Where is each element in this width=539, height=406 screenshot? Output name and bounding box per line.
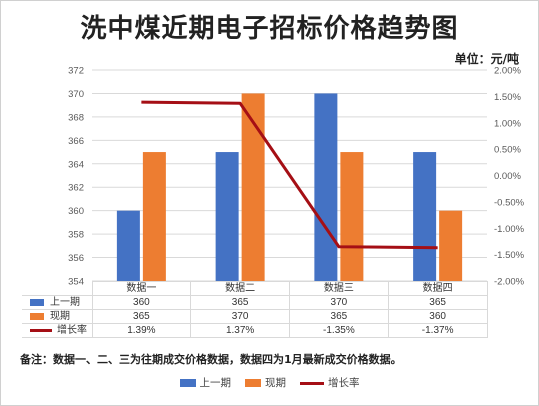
y-tick-label: 366	[68, 136, 84, 147]
table-row: 现期 365 370 365 360	[22, 309, 488, 324]
bar-previous	[413, 152, 437, 281]
legend-label: 上一期	[199, 377, 232, 389]
y-tick-label: 372	[68, 66, 84, 77]
y-tick-label: 358	[68, 230, 84, 241]
y-tick-label: 360	[68, 206, 84, 217]
unit-label: 单位：元/吨	[454, 52, 519, 66]
data-label: -1.35%	[289, 323, 389, 338]
bar-current	[142, 152, 166, 281]
legend-swatch	[300, 381, 324, 385]
bar-previous	[116, 210, 140, 281]
growth-rate-line	[141, 100, 438, 250]
table-corner	[22, 281, 93, 296]
series-key	[30, 328, 52, 332]
legend-item: 增长率	[300, 375, 360, 390]
series-name: 增长率	[22, 323, 93, 338]
y-tick-label: 368	[68, 112, 84, 123]
legend-swatch	[245, 379, 261, 388]
table-row: 增长率 1.39% 1.37% -1.35% -1.37%	[22, 323, 488, 338]
y2-tick-label: 0.50%	[494, 145, 521, 156]
data-label: 365	[387, 295, 488, 310]
y2-tick-label: -2.00%	[494, 277, 525, 288]
series-name: 现期	[22, 309, 93, 324]
y2-tick-label: 1.00%	[494, 118, 521, 129]
x-tick-label: 数据一	[91, 281, 192, 296]
x-tick-label: 数据四	[387, 281, 488, 296]
y2-tick-label: 0.00%	[494, 171, 521, 182]
y-tick-label: 364	[68, 159, 84, 170]
series-key	[30, 298, 44, 306]
y-tick-label: 362	[68, 183, 84, 194]
data-label: 365	[289, 309, 389, 324]
table-row: 上一期 360 365 370 365	[22, 295, 488, 310]
series-name: 上一期	[22, 295, 93, 310]
y2-tick-label: -1.00%	[494, 224, 525, 235]
x-tick-label: 数据三	[289, 281, 389, 296]
data-table: 数据一 数据二 数据三 数据四 上一期 360 365 370 365 现期 365 370 365 36…	[22, 281, 488, 338]
footnote: 备注：数据一、二、三为往期成交价格数据，数据四为1月最新成交价格数据。	[20, 353, 402, 366]
legend: 上一期 现期 增长率	[0, 375, 539, 390]
data-label: -1.37%	[387, 323, 488, 338]
data-label: 365	[190, 295, 290, 310]
legend-item: 上一期	[179, 375, 232, 390]
y2-tick-label: -1.50%	[494, 250, 525, 261]
table-header-row: 数据一 数据二 数据三 数据四	[22, 281, 488, 296]
chart-title: 洗中煤近期电子招标价格趋势图	[80, 14, 459, 44]
legend-label: 增长率	[328, 377, 360, 389]
y2-tick-label: -0.50%	[494, 197, 525, 208]
bar-current	[340, 152, 364, 281]
data-label: 360	[387, 309, 488, 324]
bar-current	[439, 210, 463, 281]
bar-previous	[314, 93, 338, 281]
y-tick-label: 356	[68, 253, 84, 264]
bar-previous	[215, 152, 239, 281]
legend-label: 现期	[265, 377, 286, 389]
data-label: 1.37%	[190, 323, 290, 338]
data-label: 360	[91, 295, 192, 310]
y2-tick-label: 1.50%	[494, 92, 521, 103]
data-label: 370	[190, 309, 290, 324]
y-tick-label: 370	[68, 89, 84, 100]
series-key	[30, 312, 44, 320]
data-label: 365	[91, 309, 192, 324]
data-label: 1.39%	[91, 323, 192, 338]
data-label: 370	[289, 295, 389, 310]
legend-item: 现期	[245, 375, 286, 390]
x-tick-label: 数据二	[190, 281, 290, 296]
y2-tick-label: 2.00%	[494, 66, 521, 77]
legend-swatch	[179, 379, 196, 388]
bar-current	[241, 93, 265, 281]
